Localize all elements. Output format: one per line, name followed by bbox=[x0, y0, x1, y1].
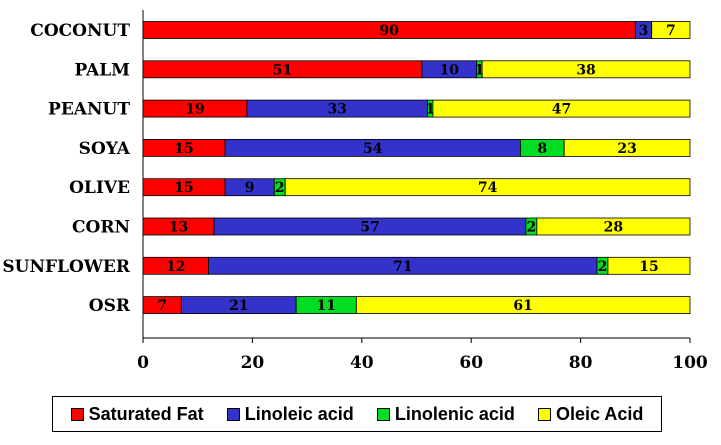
category-label: COCONUT bbox=[30, 21, 130, 41]
data-label: 1 bbox=[475, 62, 485, 78]
data-label: 2 bbox=[598, 259, 608, 275]
data-label: 3 bbox=[639, 23, 649, 39]
data-label: 57 bbox=[360, 220, 379, 236]
legend-label: Saturated Fat bbox=[88, 403, 204, 424]
legend-label: Linoleic acid bbox=[244, 403, 354, 424]
legend-swatch bbox=[226, 407, 240, 421]
legend: Saturated Fat Linoleic acid Linolenic acid… bbox=[52, 396, 662, 432]
legend-swatch bbox=[376, 407, 390, 421]
x-tick-label: 80 bbox=[569, 353, 593, 373]
data-label: 2 bbox=[275, 180, 285, 196]
data-label: 9 bbox=[245, 180, 255, 196]
data-label: 47 bbox=[552, 102, 571, 118]
data-label: 19 bbox=[185, 102, 204, 118]
category-label: SOYA bbox=[79, 139, 131, 159]
bar-segment bbox=[607, 256, 691, 275]
data-label: 15 bbox=[174, 141, 193, 157]
x-tick-label: 20 bbox=[241, 353, 265, 373]
data-label: 51 bbox=[273, 62, 292, 78]
data-label: 13 bbox=[169, 220, 188, 236]
x-tick-label: 40 bbox=[350, 353, 374, 373]
bar-segment bbox=[563, 138, 691, 157]
data-label: 21 bbox=[229, 298, 248, 314]
legend-swatch bbox=[538, 407, 552, 421]
data-label: 12 bbox=[166, 259, 185, 275]
bar-segment bbox=[481, 60, 691, 79]
bars bbox=[142, 21, 691, 315]
legend-item: Linolenic acid bbox=[376, 403, 515, 425]
bar-segment bbox=[536, 217, 691, 236]
bar-segment bbox=[432, 99, 691, 118]
category-label: OSR bbox=[89, 296, 131, 316]
data-label: 28 bbox=[604, 220, 623, 236]
data-label: 23 bbox=[617, 141, 636, 157]
legend-label: Oleic Acid bbox=[556, 403, 644, 424]
legend-item: Linoleic acid bbox=[226, 403, 354, 425]
category-labels: COCONUT PALM PEANUT SOYA OLIVE CORN SUNFLOWER O… bbox=[2, 21, 131, 316]
x-tick-label: 60 bbox=[459, 353, 483, 373]
x-axis: 0 20 40 60 80 100 bbox=[137, 337, 708, 373]
data-label: 15 bbox=[639, 259, 658, 275]
legend-item: Oleic Acid bbox=[538, 404, 643, 425]
data-label: 71 bbox=[393, 259, 412, 275]
data-label: 15 bbox=[174, 180, 193, 196]
category-label: CORN bbox=[72, 218, 130, 238]
legend-swatch bbox=[70, 407, 84, 421]
x-tick-label: 100 bbox=[672, 353, 708, 373]
legend-item: Saturated Fat bbox=[70, 403, 204, 425]
category-label: SUNFLOWER bbox=[2, 257, 131, 277]
data-label: 54 bbox=[363, 141, 383, 157]
data-label: 74 bbox=[478, 180, 498, 196]
data-label: 90 bbox=[379, 23, 399, 39]
category-label: OLIVE bbox=[69, 178, 130, 198]
data-label: 38 bbox=[576, 62, 595, 78]
data-label: 10 bbox=[440, 62, 460, 78]
data-label: 33 bbox=[327, 102, 346, 118]
data-label: 2 bbox=[526, 220, 536, 236]
data-label: 11 bbox=[317, 298, 336, 314]
category-label: PEANUT bbox=[48, 100, 130, 120]
data-label: 1 bbox=[425, 102, 435, 118]
data-labels: 90 3 7 51 10 1 38 19 33 1 47 15 54 8 23 15 9 2 74 13 57 2 28 12… bbox=[157, 23, 675, 314]
category-label: PALM bbox=[74, 60, 130, 80]
data-label: 8 bbox=[537, 141, 547, 157]
bar-segment bbox=[355, 296, 691, 315]
x-tick-label: 0 bbox=[137, 353, 149, 373]
legend-label: Linolenic acid bbox=[394, 403, 515, 424]
data-label: 7 bbox=[666, 23, 676, 39]
stacked-bar-chart: 90 3 7 51 10 1 38 19 33 1 47 15 54 8 23 15 9 2 74 13 57 2 28 12… bbox=[2, 10, 708, 373]
data-label: 7 bbox=[157, 298, 167, 314]
data-label: 61 bbox=[513, 298, 532, 314]
bar-segment bbox=[284, 178, 691, 197]
bar-segment bbox=[651, 21, 691, 39]
